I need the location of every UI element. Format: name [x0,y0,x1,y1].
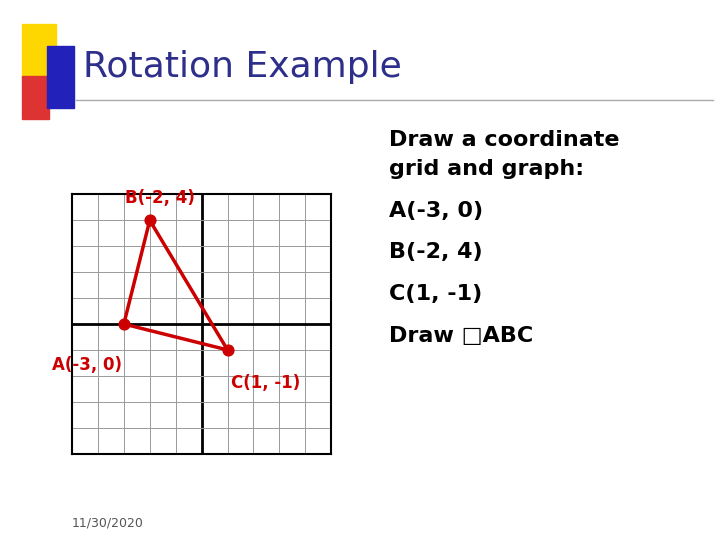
Point [144,216,156,225]
Text: B(-2, 4): B(-2, 4) [389,242,482,262]
Point [118,320,130,328]
Text: grid and graph:: grid and graph: [389,159,584,179]
Point [222,346,233,354]
Text: Draw a coordinate: Draw a coordinate [389,130,619,150]
Text: Draw □ABC: Draw □ABC [389,326,533,346]
Text: 11/30/2020: 11/30/2020 [72,516,144,529]
Text: C(1, -1): C(1, -1) [389,284,482,304]
Text: C(1, -1): C(1, -1) [231,374,300,392]
Text: A(-3, 0): A(-3, 0) [389,201,483,221]
Text: B(-2, 4): B(-2, 4) [125,189,194,207]
Text: A(-3, 0): A(-3, 0) [52,356,122,374]
Text: Rotation Example: Rotation Example [83,51,402,84]
